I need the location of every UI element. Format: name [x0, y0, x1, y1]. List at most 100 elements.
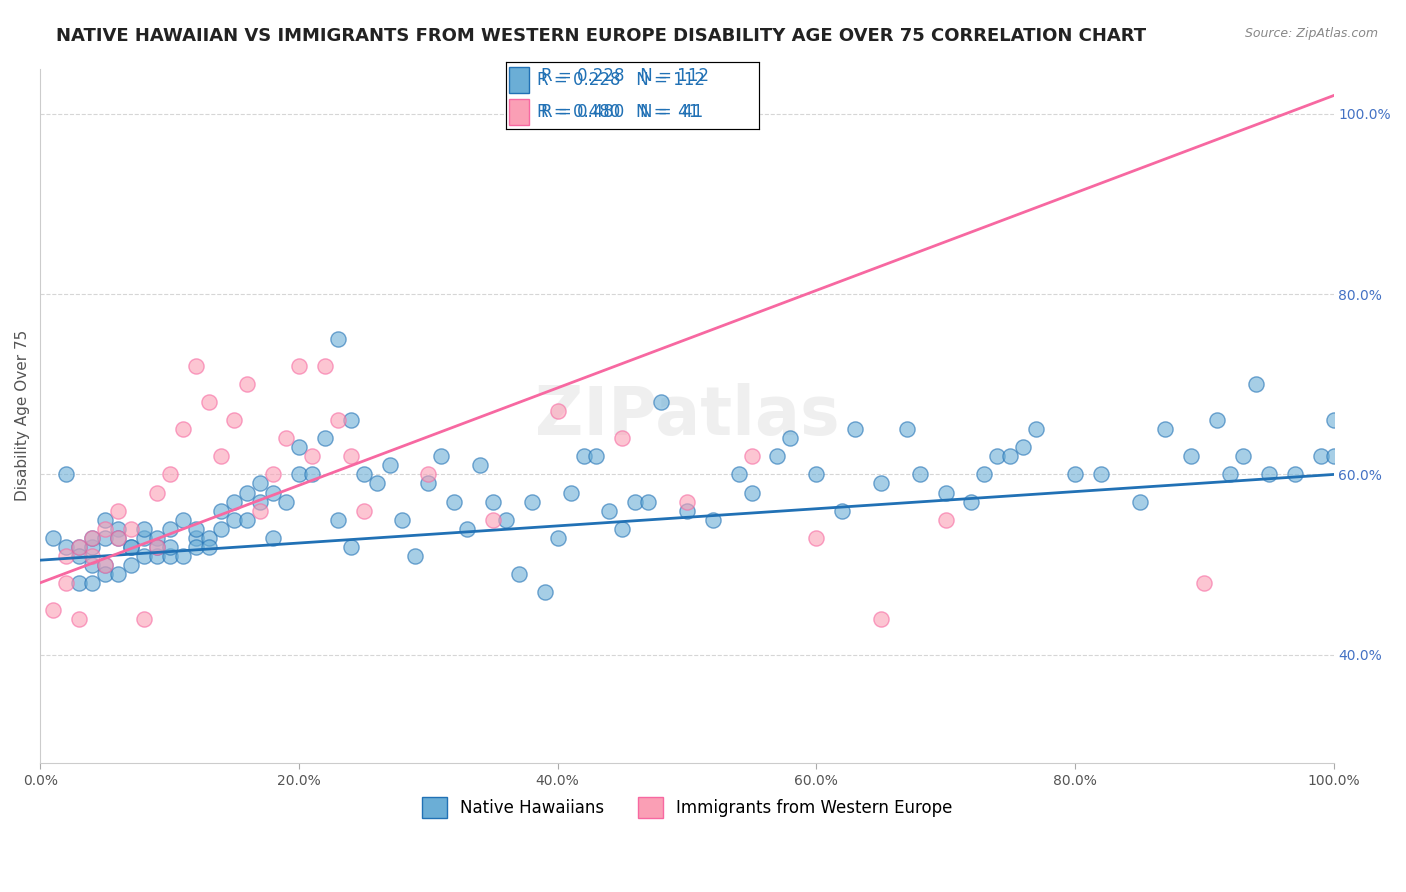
- Point: [94, 558, 117, 572]
- Point: [468, 458, 491, 473]
- Point: [1322, 413, 1344, 427]
- Point: [598, 503, 620, 517]
- Point: [547, 531, 569, 545]
- Point: [418, 467, 440, 482]
- Point: [67, 549, 90, 563]
- Point: [120, 558, 142, 572]
- Point: [262, 531, 284, 545]
- Point: [274, 431, 297, 445]
- Point: [107, 522, 129, 536]
- Point: [844, 422, 866, 436]
- Point: [430, 450, 453, 464]
- Point: [94, 512, 117, 526]
- Point: [443, 494, 465, 508]
- Point: [67, 612, 90, 626]
- Point: [339, 540, 361, 554]
- Point: [159, 522, 181, 536]
- Point: [107, 503, 129, 517]
- Point: [1232, 450, 1254, 464]
- Point: [94, 558, 117, 572]
- Point: [146, 531, 169, 545]
- Point: [353, 503, 375, 517]
- Point: [249, 503, 271, 517]
- Point: [831, 503, 853, 517]
- Point: [896, 422, 918, 436]
- Point: [612, 522, 634, 536]
- Point: [94, 566, 117, 581]
- Point: [1322, 450, 1344, 464]
- Text: Source: ZipAtlas.com: Source: ZipAtlas.com: [1244, 27, 1378, 40]
- Point: [262, 467, 284, 482]
- Point: [82, 575, 104, 590]
- Point: [339, 450, 361, 464]
- Point: [288, 467, 311, 482]
- Point: [249, 476, 271, 491]
- Point: [326, 332, 349, 346]
- Point: [120, 540, 142, 554]
- Point: [960, 494, 983, 508]
- Point: [146, 540, 169, 554]
- Point: [1284, 467, 1306, 482]
- Point: [55, 540, 77, 554]
- Point: [986, 450, 1008, 464]
- Bar: [509, 67, 529, 93]
- Point: [418, 476, 440, 491]
- Point: [197, 540, 219, 554]
- Point: [82, 531, 104, 545]
- Point: [637, 494, 659, 508]
- Point: [339, 413, 361, 427]
- Point: [495, 512, 517, 526]
- Point: [132, 549, 155, 563]
- Point: [301, 450, 323, 464]
- Point: [55, 549, 77, 563]
- Point: [132, 612, 155, 626]
- Point: [288, 359, 311, 374]
- Point: [184, 531, 207, 545]
- Point: [1154, 422, 1177, 436]
- Point: [236, 485, 259, 500]
- Text: R = 0.228   N = 112: R = 0.228 N = 112: [537, 70, 704, 89]
- Point: [211, 450, 233, 464]
- Point: [236, 512, 259, 526]
- Point: [172, 549, 194, 563]
- Point: [184, 540, 207, 554]
- Point: [702, 512, 724, 526]
- Point: [353, 467, 375, 482]
- Point: [120, 522, 142, 536]
- Point: [1025, 422, 1047, 436]
- Point: [82, 558, 104, 572]
- Point: [67, 575, 90, 590]
- Point: [456, 522, 478, 536]
- Point: [249, 494, 271, 508]
- Point: [224, 512, 246, 526]
- Point: [779, 431, 801, 445]
- Bar: [509, 99, 529, 125]
- Point: [197, 531, 219, 545]
- Point: [766, 450, 789, 464]
- Point: [224, 413, 246, 427]
- Point: [1206, 413, 1229, 427]
- Point: [1192, 575, 1215, 590]
- Point: [146, 549, 169, 563]
- Point: [120, 540, 142, 554]
- Point: [211, 522, 233, 536]
- Point: [184, 359, 207, 374]
- Point: [274, 494, 297, 508]
- Point: [132, 522, 155, 536]
- Point: [482, 494, 505, 508]
- Point: [1244, 377, 1267, 392]
- Point: [132, 531, 155, 545]
- Point: [262, 485, 284, 500]
- Point: [197, 395, 219, 409]
- Text: R = 0.480   N =  41: R = 0.480 N = 41: [541, 103, 703, 120]
- Point: [547, 404, 569, 418]
- Point: [870, 612, 893, 626]
- Point: [172, 422, 194, 436]
- Point: [67, 540, 90, 554]
- Point: [146, 540, 169, 554]
- Point: [94, 522, 117, 536]
- Point: [741, 485, 763, 500]
- Point: [624, 494, 647, 508]
- Point: [107, 566, 129, 581]
- Point: [326, 413, 349, 427]
